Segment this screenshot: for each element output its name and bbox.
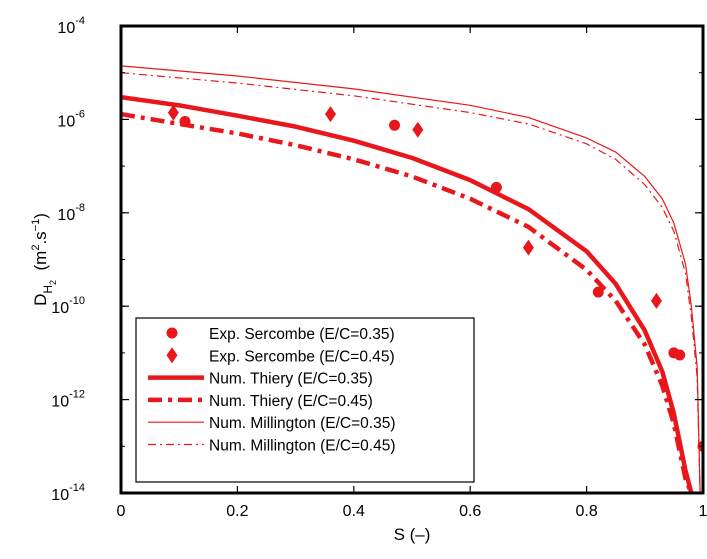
data-point — [668, 347, 679, 358]
legend: Exp. Sercombe (E/C=0.35) Exp. Sercombe (E… — [136, 318, 474, 482]
data-point — [389, 120, 400, 131]
y-axis-title-units: (m — [31, 251, 50, 280]
legend-label: Exp. Sercombe (E/C=0.35) — [209, 326, 395, 343]
y-tick-label-base: 10 — [57, 20, 75, 37]
x-tick-label: 0.8 — [575, 503, 597, 520]
x-axis-title: S (–) — [394, 525, 431, 544]
y-axis-title-units: ) — [31, 213, 50, 219]
legend-label: Num. Millington (E/C=0.35) — [209, 415, 396, 432]
y-tick-label-exponent: -4 — [75, 15, 85, 27]
legend-label: Num. Thiery (E/C=0.35) — [209, 371, 373, 388]
y-axis-title-subscript: H — [41, 285, 55, 294]
x-tick-label: 0 — [117, 503, 126, 520]
y-tick-label-exponent: -6 — [75, 108, 85, 120]
legend-label: Num. Thiery (E/C=0.45) — [209, 393, 373, 410]
y-axis-title-units-exp: −1 — [30, 219, 42, 232]
x-tick-label: 1 — [699, 503, 707, 520]
legend-label: Num. Millington (E/C=0.45) — [209, 438, 396, 455]
y-tick-label-base: 10 — [51, 394, 69, 411]
x-tick-label: 0.2 — [226, 503, 248, 520]
x-tick-label: 0.6 — [459, 503, 481, 520]
y-tick-label-exponent: -10 — [69, 295, 85, 307]
y-tick-label-exponent: -8 — [75, 202, 85, 214]
y-tick-label-base: 10 — [51, 487, 69, 504]
y-tick-label-base: 10 — [57, 113, 75, 130]
y-axis-title-symbol: D — [31, 294, 50, 306]
y-axis-title-units: .s — [31, 231, 50, 244]
y-tick-label-exponent: -12 — [69, 389, 85, 401]
y-tick-label-base: 10 — [57, 207, 75, 224]
legend-label: Exp. Sercombe (E/C=0.45) — [209, 348, 395, 365]
x-tick-label: 0.4 — [343, 503, 365, 520]
y-tick-label-exponent: -14 — [69, 482, 85, 494]
legend-marker — [167, 328, 178, 339]
y-tick-label-base: 10 — [51, 300, 69, 317]
